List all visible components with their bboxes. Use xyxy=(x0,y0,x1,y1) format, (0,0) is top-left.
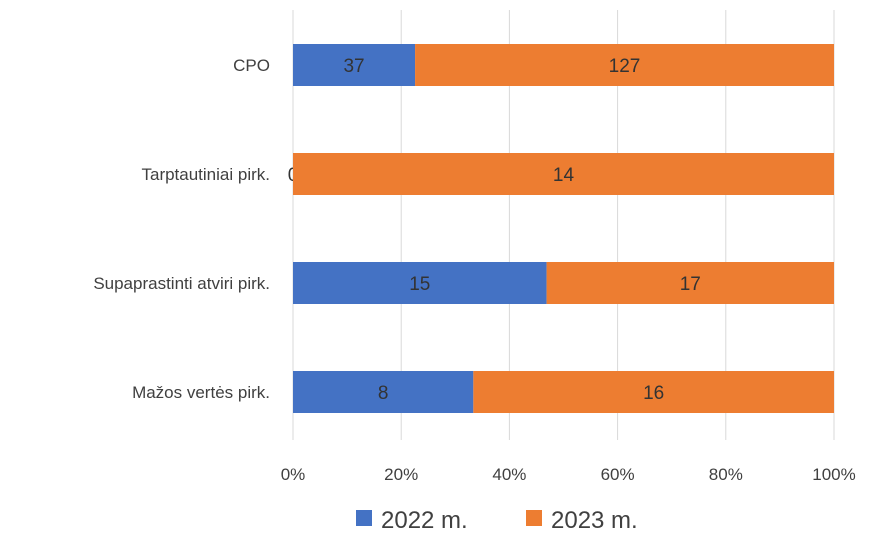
bar-segment-1 xyxy=(293,371,474,413)
bar-segment-1 xyxy=(293,262,547,304)
data-label: 14 xyxy=(553,165,575,186)
data-label: 8 xyxy=(378,383,389,404)
data-label: 37 xyxy=(343,56,364,77)
legend: 2022 m. 2023 m. xyxy=(356,507,638,534)
x-tick-label: 80% xyxy=(709,465,743,484)
legend-label: 2022 m. xyxy=(381,507,468,534)
bar-segment-2 xyxy=(546,262,834,304)
x-tick-label: 20% xyxy=(384,465,418,484)
category-label: Tarptautiniai pirk. xyxy=(141,165,270,184)
bar-segment-2 xyxy=(293,153,834,195)
x-tick-label: 40% xyxy=(492,465,526,484)
legend-swatch xyxy=(526,510,542,526)
category-label: CPO xyxy=(233,56,270,75)
x-tick-label: 60% xyxy=(601,465,635,484)
bar-segment-2 xyxy=(415,44,834,86)
category-label: Mažos vertės pirk. xyxy=(132,383,270,402)
legend-swatch xyxy=(356,510,372,526)
bar-segment-2 xyxy=(473,371,834,413)
x-tick-label: 0% xyxy=(281,465,306,484)
category-label: Supaprastinti atviri pirk. xyxy=(93,274,270,293)
data-label: 127 xyxy=(609,56,641,77)
x-tick-labels: 0% 20% 40% 60% 80% 100% xyxy=(281,465,856,484)
x-tick-label: 100% xyxy=(812,465,855,484)
legend-label: 2023 m. xyxy=(551,507,638,534)
data-label: 15 xyxy=(409,274,430,295)
category-labels: CPO Tarptautiniai pirk. Supaprastinti atvi… xyxy=(93,56,270,402)
bar-segment-1 xyxy=(293,44,416,86)
data-label: 16 xyxy=(643,383,664,404)
data-label: 17 xyxy=(680,274,701,295)
bars: 371270141517816 xyxy=(288,44,834,413)
